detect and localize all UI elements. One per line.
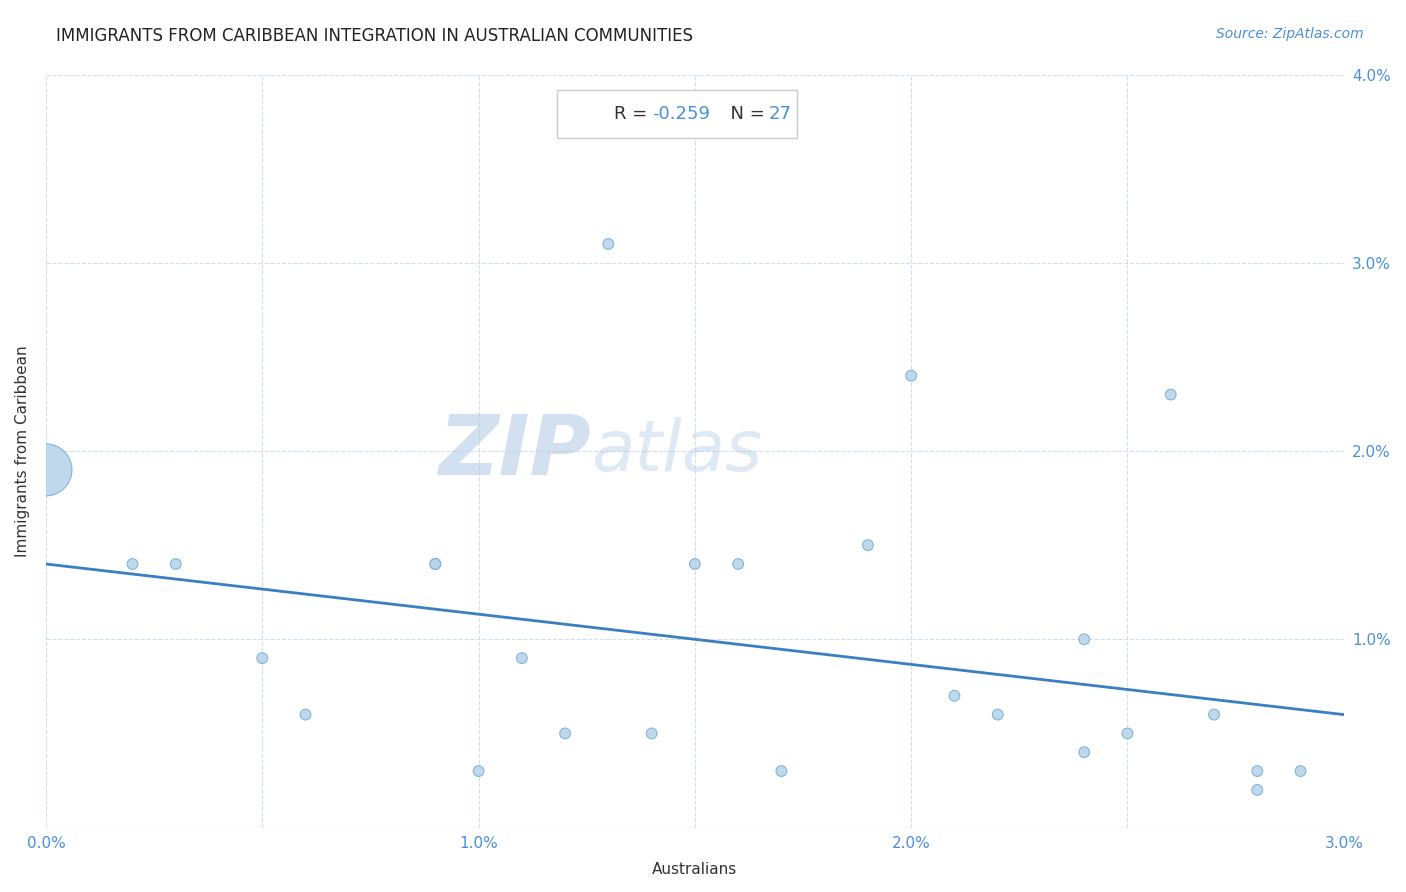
Point: [35, 463, 58, 477]
Point: [727, 557, 749, 571]
Point: [856, 538, 879, 552]
Text: N =: N =: [720, 105, 770, 123]
Point: [770, 764, 793, 778]
Point: [943, 689, 966, 703]
Point: [1160, 387, 1182, 401]
Text: IMMIGRANTS FROM CARIBBEAN INTEGRATION IN AUSTRALIAN COMMUNITIES: IMMIGRANTS FROM CARIBBEAN INTEGRATION IN…: [56, 27, 693, 45]
Point: [900, 368, 922, 383]
Point: [987, 707, 1010, 722]
Point: [1202, 707, 1225, 722]
Point: [640, 726, 662, 740]
Text: 27: 27: [768, 105, 792, 123]
Point: [554, 726, 576, 740]
Point: [510, 651, 533, 665]
Point: [1246, 783, 1268, 797]
Text: -0.259: -0.259: [651, 105, 710, 123]
Point: [1073, 745, 1095, 759]
Point: [1246, 764, 1268, 778]
Point: [467, 764, 489, 778]
Point: [1116, 726, 1139, 740]
Point: [252, 651, 274, 665]
Text: Source: ZipAtlas.com: Source: ZipAtlas.com: [1216, 27, 1364, 41]
Point: [425, 557, 447, 571]
Point: [165, 557, 187, 571]
Text: ZIP: ZIP: [439, 410, 591, 491]
Point: [598, 236, 620, 251]
Point: [1073, 632, 1095, 647]
Point: [121, 557, 143, 571]
Text: atlas: atlas: [591, 417, 762, 485]
Point: [683, 557, 706, 571]
X-axis label: Australians: Australians: [652, 862, 738, 877]
Y-axis label: Immigrants from Caribbean: Immigrants from Caribbean: [15, 345, 30, 557]
Point: [1289, 764, 1312, 778]
Point: [425, 557, 447, 571]
Text: R =: R =: [614, 105, 652, 123]
Point: [294, 707, 316, 722]
